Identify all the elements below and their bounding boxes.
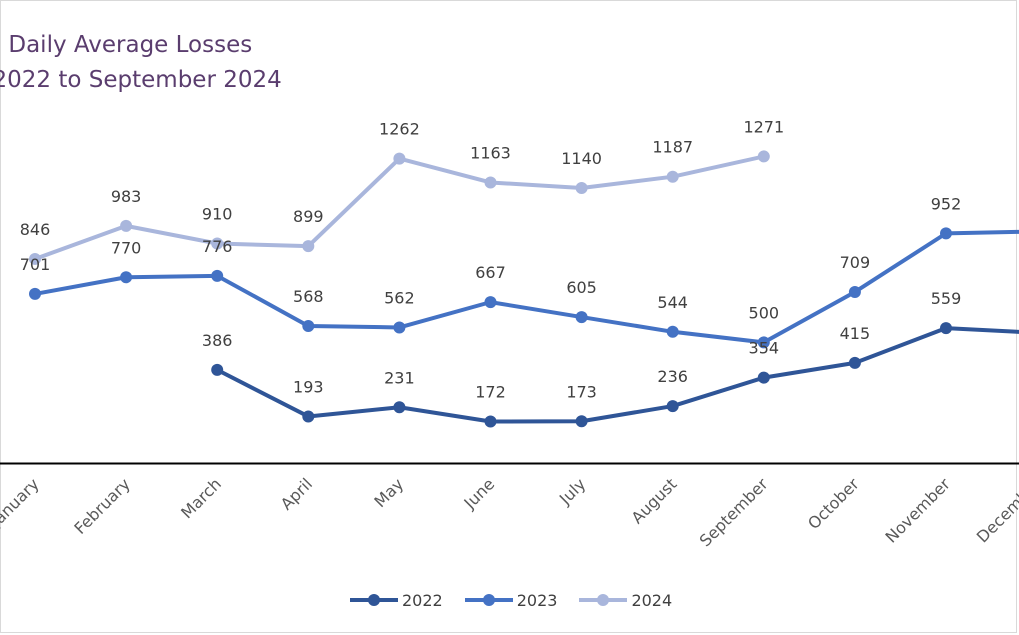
- data-label-2022-november: 559: [931, 289, 962, 308]
- data-label-2023-august: 544: [657, 293, 688, 312]
- data-label-2023-april: 568: [293, 287, 324, 306]
- data-point-2024-february: [120, 219, 133, 232]
- data-point-2024-may: [393, 152, 406, 165]
- legend-swatch-2023: [464, 594, 513, 606]
- data-label-2024-july: 1140: [561, 149, 602, 168]
- data-point-2024-april: [302, 240, 315, 253]
- legend-label-2022: 2022: [402, 590, 443, 610]
- x-tick-label-june: June: [460, 474, 499, 513]
- data-label-2024-may: 1262: [379, 120, 420, 139]
- x-tick-label-october: October: [804, 474, 863, 533]
- data-point-2022-june: [484, 415, 497, 428]
- legend-swatch-2022: [350, 594, 398, 606]
- data-point-2024-july: [575, 182, 588, 195]
- data-point-2024-january: [29, 252, 41, 265]
- data-point-2023-november: [940, 227, 952, 240]
- data-point-2023-march: [211, 269, 224, 282]
- data-label-2023-january: 701: [20, 255, 51, 274]
- data-label-2022-april: 193: [293, 377, 324, 396]
- data-label-2023-june: 667: [475, 263, 506, 282]
- data-point-2023-september: [757, 336, 770, 349]
- chart-legend: 2022 2023 2024: [350, 588, 672, 612]
- legend-item-2024: 2024: [579, 591, 672, 610]
- series-line-2023: [34, 229, 1019, 345]
- data-label-2024-august: 1187: [652, 138, 693, 157]
- data-point-2024-june: [484, 176, 497, 189]
- data-label-2022-may: 231: [384, 368, 415, 387]
- data-label-2022-july: 173: [566, 382, 597, 401]
- data-point-2024-august: [666, 170, 679, 183]
- data-point-2022-october: [848, 356, 861, 369]
- x-tick-label-january: January: [0, 474, 43, 531]
- x-tick-label-april: April: [277, 474, 316, 513]
- data-label-2022-september: 354: [749, 339, 780, 358]
- x-tick-label-february: February: [70, 474, 134, 538]
- data-label-2022-june: 172: [475, 383, 506, 402]
- data-point-2024-september: [757, 150, 770, 163]
- data-point-2023-may: [393, 321, 406, 334]
- data-label-2024-september: 1271: [743, 117, 784, 136]
- data-label-2023-march: 776: [202, 237, 233, 256]
- x-tick-label-september: September: [696, 474, 772, 550]
- data-point-2022-july: [575, 415, 588, 428]
- data-label-2023-february: 770: [111, 238, 142, 257]
- chart-title-line1: ian Daily Average Losses: [0, 32, 253, 58]
- data-point-2022-april: [302, 410, 315, 423]
- legend-item-2022: 2022: [350, 591, 443, 610]
- legend-label-2023: 2023: [516, 590, 558, 610]
- series-line-2022: [216, 326, 1019, 424]
- data-point-2023-april: [302, 319, 315, 332]
- data-label-2022-august: 236: [657, 367, 688, 386]
- data-label-2024-february: 983: [111, 187, 142, 206]
- data-label-2023-may: 562: [384, 288, 415, 307]
- data-label-2023-september: 500: [749, 303, 780, 322]
- data-point-2024-march: [211, 237, 224, 250]
- data-label-2022-october: 415: [840, 324, 871, 343]
- x-tick-label-march: March: [177, 474, 225, 522]
- data-point-2023-february: [120, 271, 133, 284]
- legend-label-2024: 2024: [631, 590, 673, 610]
- legend-swatch-2024: [579, 594, 628, 606]
- data-point-2022-march: [211, 363, 224, 376]
- data-label-2023-july: 605: [566, 278, 597, 297]
- x-tick-label-july: July: [555, 474, 589, 508]
- legend-item-2023: 2023: [464, 590, 558, 610]
- data-point-2023-june: [484, 296, 497, 309]
- x-tick-label-august: August: [627, 474, 680, 527]
- data-point-2023-july: [575, 311, 588, 324]
- x-tick-label-may: May: [370, 474, 407, 511]
- x-tick-label-november: November: [882, 474, 955, 547]
- x-tick-label-december: December: [973, 474, 1019, 546]
- data-point-2023-august: [666, 325, 679, 338]
- data-point-2023-october: [848, 285, 861, 298]
- data-label-2023-october: 709: [840, 253, 871, 272]
- data-point-2022-august: [666, 400, 679, 413]
- data-point-2022-september: [757, 371, 770, 384]
- data-point-2022-november: [940, 322, 952, 335]
- data-label-2023-november: 952: [931, 194, 962, 213]
- data-point-2022-may: [393, 401, 406, 414]
- chart-title-line2: ch 2022 to September 2024: [0, 67, 282, 93]
- data-label-2024-january: 846: [20, 220, 51, 239]
- data-label-2024-march: 910: [202, 205, 233, 224]
- data-point-2023-january: [29, 287, 41, 300]
- data-label-2024-june: 1163: [470, 143, 511, 162]
- data-label-2022-march: 386: [202, 331, 233, 350]
- series-line-2024: [34, 154, 765, 261]
- data-label-2024-april: 899: [293, 207, 324, 226]
